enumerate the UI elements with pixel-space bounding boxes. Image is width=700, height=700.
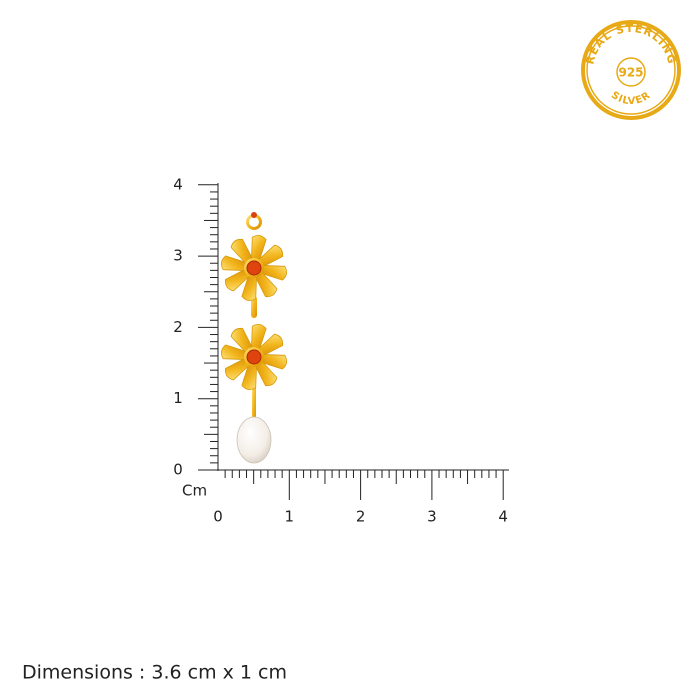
y-label: 1 [173,389,183,407]
x-label: 1 [285,508,295,526]
badge-bottom: SILVER [609,90,652,107]
y-label: 3 [173,247,183,265]
badge-center: 925 [618,66,643,80]
x-label: 3 [427,508,437,526]
silver-badge: REAL STERLING SILVER 925 [581,20,681,120]
x-label: 0 [213,508,223,526]
badge-top-text: REAL STERLING [583,22,678,66]
ruler-unit: Cm [182,482,207,500]
y-label: 0 [173,461,183,479]
gem [246,349,262,365]
y-label: 4 [173,175,183,193]
y-label: 2 [173,318,183,336]
x-label: 4 [498,508,508,526]
badge-top: REAL STERLING [583,22,677,66]
dimensions: Dimensions : 3.6 cm x 1 cm [22,662,287,684]
gem [246,260,262,276]
x-label: 2 [356,508,366,526]
badge-bottom-text: SILVER [609,90,653,107]
earring [219,212,289,464]
ruler [198,183,509,500]
